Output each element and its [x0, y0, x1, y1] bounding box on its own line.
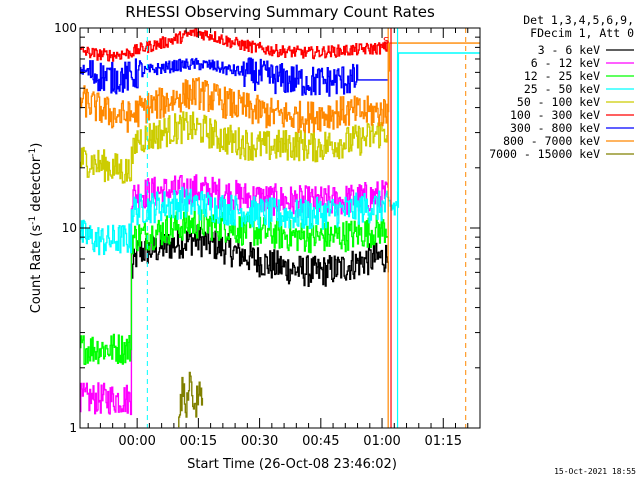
- x-tick-label: 00:30: [241, 434, 278, 449]
- chart-title: RHESSI Observing Summary Count Rates: [125, 3, 435, 21]
- trace-25-50-kev: [80, 52, 480, 256]
- legend-header-1: Det 1,3,4,5,6,9,: [523, 13, 634, 27]
- y-axis-label: Count Rate (s-1 detector-1): [28, 143, 44, 314]
- x-tick-label: 01:15: [425, 434, 462, 449]
- legend-label: 800 - 7000 keV: [503, 134, 600, 148]
- legend: Det 1,3,4,5,6,9, FDecim 1, Att 0 3 - 6 k…: [489, 13, 634, 161]
- legend-header-2: FDecim 1, Att 0: [530, 26, 634, 40]
- y-axis-label-sup2: -1: [28, 148, 38, 157]
- y-axis-label-sup1: -1: [28, 216, 38, 225]
- legend-label: 3 - 6 keV: [538, 43, 600, 57]
- series-50-100-kev: [80, 111, 389, 184]
- series-traces: [80, 27, 480, 428]
- y-axis-label-main: Count Rate (s: [29, 225, 44, 314]
- trace-300-800-kev: [80, 57, 388, 97]
- y-axis-label-close: ): [29, 143, 44, 148]
- y-tick-label: 100: [54, 21, 77, 35]
- series-100-300-kev: [80, 27, 389, 62]
- legend-label: 12 - 25 keV: [524, 69, 600, 83]
- legend-label: 50 - 100 keV: [517, 95, 600, 109]
- series-7000-15000-kev: [178, 371, 204, 428]
- trace-100-300-kev: [80, 27, 389, 62]
- legend-label: 300 - 800 keV: [510, 121, 600, 135]
- x-axis-label: Start Time (26-Oct-08 23:46:02): [187, 457, 397, 472]
- trace-7000-15000-kev: [178, 371, 204, 428]
- series-300-800-kev: [80, 57, 388, 97]
- legend-label: 7000 - 15000 keV: [489, 147, 600, 161]
- trace-50-100-kev: [80, 111, 389, 184]
- series-25-50-kev: [80, 52, 480, 256]
- trace-800-7000-kev: [80, 42, 480, 134]
- x-tick-label: 00:45: [302, 434, 339, 449]
- annotation-s: S: [383, 36, 389, 47]
- y-axis-label-tail: detector: [29, 156, 44, 216]
- legend-label: 100 - 300 keV: [510, 108, 600, 122]
- trace-3-6-kev: [131, 224, 389, 287]
- series-3-6-kev: [131, 224, 389, 287]
- footer-date: 15-Oct-2021 18:55: [554, 467, 636, 476]
- y-tick-label: 10: [62, 221, 77, 235]
- x-tick-label: 00:00: [118, 434, 155, 449]
- legend-label: 6 - 12 keV: [531, 56, 600, 70]
- y-tick-label: 1: [69, 421, 77, 435]
- legend-label: 25 - 50 keV: [524, 82, 600, 96]
- x-tick-label: 01:00: [363, 434, 400, 449]
- x-axis: 00:00 00:15 00:30 00:45 01:00 01:15: [87, 28, 481, 449]
- series-800-7000-kev: [80, 42, 480, 134]
- x-tick-label: 00:15: [180, 434, 217, 449]
- y-axis: 1 10 100: [54, 21, 480, 435]
- time-markers: [146, 28, 467, 428]
